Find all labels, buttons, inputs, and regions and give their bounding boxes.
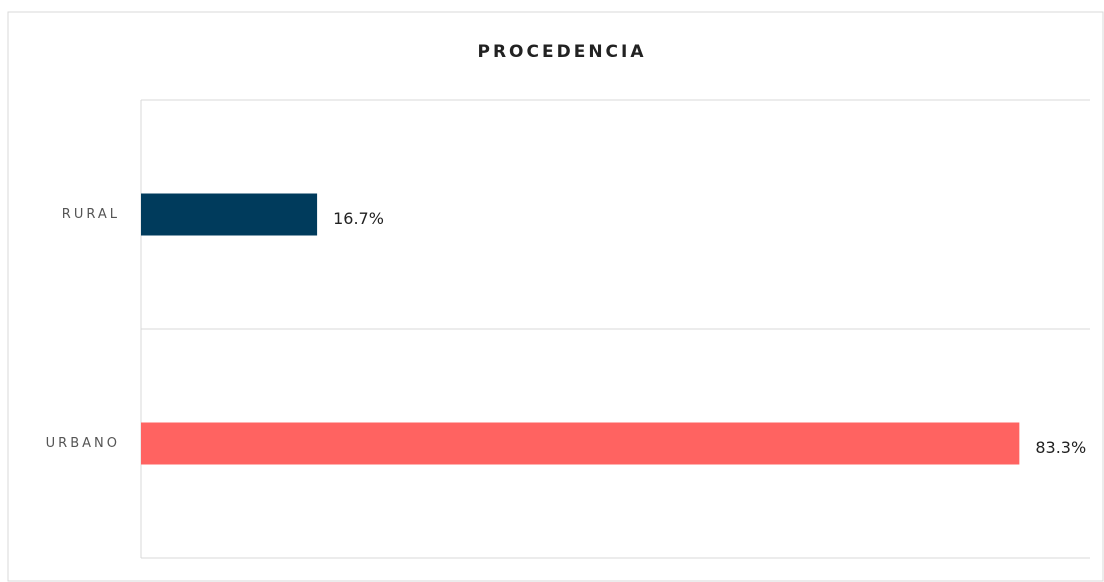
bar xyxy=(141,422,1020,465)
chart-title: PROCEDENCIA xyxy=(478,42,647,62)
value-label: 16.7% xyxy=(333,209,384,228)
category-label: URBANO xyxy=(46,436,120,451)
chart-frame xyxy=(7,11,1104,582)
bar xyxy=(141,193,318,236)
value-label: 83.3% xyxy=(1035,438,1086,457)
category-label: RURAL xyxy=(62,207,120,222)
